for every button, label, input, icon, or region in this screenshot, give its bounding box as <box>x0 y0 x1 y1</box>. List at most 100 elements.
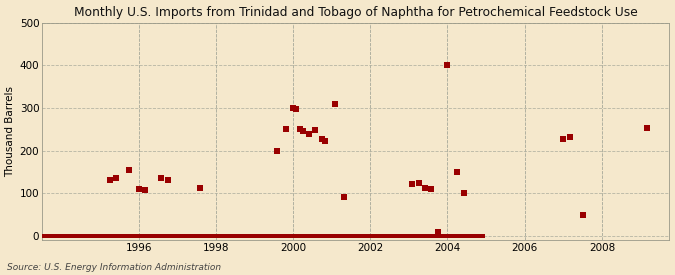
Point <box>326 234 337 238</box>
Point <box>78 234 89 238</box>
Point <box>368 234 379 238</box>
Point <box>165 234 176 238</box>
Point <box>333 234 344 238</box>
Point <box>297 234 308 238</box>
Point <box>82 234 92 238</box>
Point <box>95 234 105 238</box>
Point <box>91 234 102 238</box>
Point <box>642 126 653 131</box>
Point <box>313 234 324 238</box>
Point <box>304 234 315 238</box>
Point <box>426 234 437 238</box>
Point <box>27 234 38 238</box>
Point <box>127 234 138 238</box>
Point <box>281 234 292 238</box>
Point <box>452 234 462 238</box>
Point <box>159 234 170 238</box>
Point <box>378 234 389 238</box>
Point <box>162 177 173 182</box>
Point <box>317 136 327 141</box>
Point <box>342 234 353 238</box>
Point <box>214 234 225 238</box>
Point <box>349 234 360 238</box>
Point <box>294 127 305 131</box>
Point <box>85 234 96 238</box>
Point <box>278 234 289 238</box>
Point <box>124 167 134 172</box>
Point <box>323 234 334 238</box>
Point <box>149 234 160 238</box>
Point <box>194 186 205 190</box>
Point <box>107 234 118 238</box>
Point <box>204 234 215 238</box>
Point <box>397 234 408 238</box>
Point <box>288 106 298 110</box>
Point <box>120 234 131 238</box>
Point <box>76 234 86 238</box>
Point <box>381 234 392 238</box>
Point <box>475 234 485 238</box>
Point <box>223 234 234 238</box>
Point <box>442 234 453 238</box>
Point <box>249 234 260 238</box>
Point <box>117 234 128 238</box>
Point <box>416 234 427 238</box>
Point <box>433 234 443 238</box>
Point <box>410 234 421 238</box>
Point <box>49 234 60 238</box>
Point <box>455 234 466 238</box>
Point <box>188 234 198 238</box>
Point <box>198 234 209 238</box>
Point <box>442 63 453 67</box>
Point <box>124 234 134 238</box>
Point <box>577 212 588 217</box>
Point <box>143 234 154 238</box>
Point <box>462 234 472 238</box>
Point <box>43 234 54 238</box>
Point <box>185 234 196 238</box>
Point <box>269 234 279 238</box>
Point <box>413 234 424 238</box>
Point <box>429 234 440 238</box>
Point <box>564 135 575 139</box>
Point <box>156 234 167 238</box>
Point <box>59 234 70 238</box>
Point <box>104 178 115 183</box>
Point <box>30 234 41 238</box>
Point <box>40 234 51 238</box>
Point <box>156 176 167 180</box>
Point <box>47 234 57 238</box>
Point <box>275 234 286 238</box>
Point <box>130 234 141 238</box>
Point <box>387 234 398 238</box>
Point <box>404 234 414 238</box>
Point <box>72 234 83 238</box>
Point <box>413 180 424 185</box>
Point <box>217 234 227 238</box>
Point <box>339 234 350 238</box>
Point <box>220 234 231 238</box>
Point <box>182 234 192 238</box>
Point <box>426 187 437 191</box>
Point <box>458 234 469 238</box>
Point <box>178 234 189 238</box>
Point <box>114 234 125 238</box>
Point <box>191 234 202 238</box>
Point <box>101 234 112 238</box>
Point <box>252 234 263 238</box>
Point <box>63 234 74 238</box>
Point <box>53 234 63 238</box>
Point <box>365 234 376 238</box>
Point <box>420 234 431 238</box>
Point <box>140 234 151 238</box>
Point <box>111 234 122 238</box>
Point <box>242 234 253 238</box>
Point <box>464 234 475 238</box>
Point <box>211 234 221 238</box>
Point <box>384 234 395 238</box>
Point <box>136 234 147 238</box>
Point <box>291 234 302 238</box>
Point <box>111 176 122 180</box>
Point <box>355 234 366 238</box>
Point <box>240 234 250 238</box>
